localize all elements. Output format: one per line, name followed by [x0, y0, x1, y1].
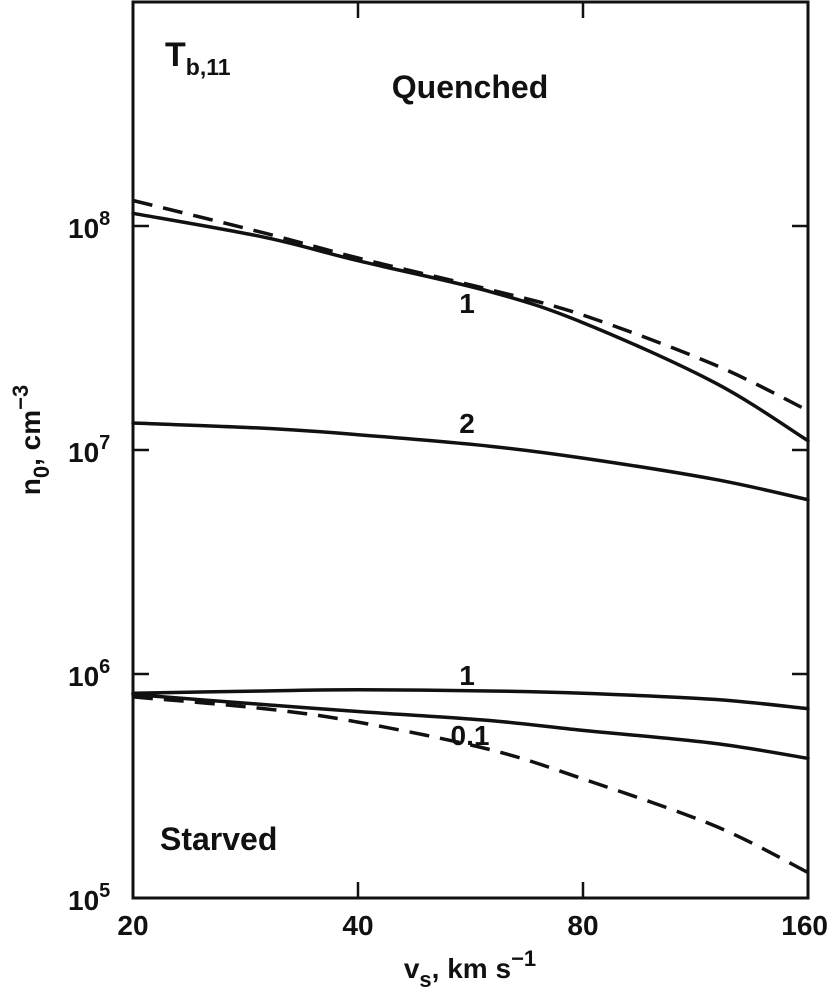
axes [131, 0, 810, 900]
solid-curve-3 [131, 688, 810, 711]
y-label-sup: −3 [8, 385, 33, 410]
x-axis-label: vs, km s−1 [404, 946, 536, 992]
y-tick-label: 106 [68, 656, 110, 692]
y-axis-label: n0, cm−3 [8, 385, 54, 495]
y-tick-base: 10 [68, 885, 99, 916]
y-tick-exponent: 7 [99, 432, 110, 454]
y-tick-base: 10 [68, 437, 99, 468]
annotation-quenched-text: Quenched [392, 69, 548, 105]
x-tick-label: 20 [117, 910, 148, 941]
x-tick-value: 20 [117, 910, 148, 941]
x-tick-label: 80 [567, 910, 598, 941]
dashed-curve-5 [132, 695, 809, 875]
y-tick-exponent: 6 [99, 656, 110, 678]
curve-label-value: 1 [459, 660, 475, 691]
curve-label: 1 [459, 288, 475, 319]
curve-label-value: 1 [459, 288, 475, 319]
annotation-quenched: Quenched [392, 69, 548, 105]
y-label-main: n [15, 478, 46, 495]
x-tick-value: 160 [781, 910, 828, 941]
curve-label: 0.1 [451, 720, 490, 751]
y-tick-label: 108 [68, 208, 110, 244]
x-tick-label: 40 [342, 910, 373, 941]
plot-frame [131, 0, 810, 900]
corner-label-main: T [165, 36, 186, 74]
y-tick-exponent: 8 [99, 208, 110, 230]
curve-label: 1 [459, 660, 475, 691]
annotation-starved-text: Starved [160, 821, 277, 857]
solid-curve-1 [131, 211, 810, 443]
dashed-curve-0 [132, 198, 809, 413]
curve-label-value: 0.1 [451, 720, 490, 751]
curve-label: 2 [459, 408, 475, 439]
y-tick-base: 10 [68, 213, 99, 244]
solid-curve-4 [131, 692, 810, 761]
y-tick-label: 105 [68, 880, 110, 916]
labels: 20 40 80 1601051061071081210.1Tb,11Quenched… [8, 36, 828, 992]
corner-label: Tb,11 [165, 36, 231, 80]
x-label-main: v [404, 953, 420, 984]
corner-label-sub: b,11 [186, 54, 231, 80]
y-tick-exponent: 5 [99, 880, 110, 902]
x-tick-value: 80 [567, 910, 598, 941]
y-label-sub: 0 [29, 466, 54, 478]
y-label-rest: , cm [15, 410, 46, 466]
annotation-starved: Starved [160, 821, 277, 857]
curve-label-value: 2 [459, 408, 475, 439]
x-label-sub: s [419, 967, 431, 992]
y-tick-label: 107 [68, 432, 110, 468]
plot-area [131, 198, 810, 875]
x-label-rest: , km s [432, 953, 511, 984]
y-tick-base: 10 [68, 661, 99, 692]
x-label-sup: −1 [511, 946, 536, 971]
solid-curve-2 [131, 421, 810, 502]
x-tick-label: 160 [781, 910, 828, 941]
x-tick-value: 40 [342, 910, 373, 941]
